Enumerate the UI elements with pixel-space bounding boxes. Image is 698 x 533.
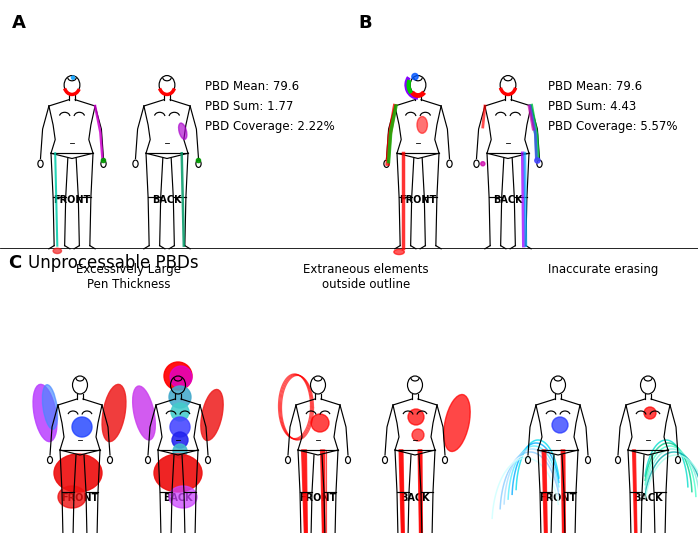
Circle shape (171, 403, 189, 421)
Text: BACK: BACK (152, 195, 181, 205)
Circle shape (311, 414, 329, 432)
Ellipse shape (154, 454, 202, 492)
Ellipse shape (43, 385, 58, 429)
Circle shape (72, 417, 92, 437)
Circle shape (412, 74, 418, 80)
Text: BACK: BACK (493, 195, 523, 205)
Circle shape (101, 158, 105, 163)
Text: FRONT: FRONT (299, 493, 336, 503)
Text: FRONT: FRONT (61, 493, 98, 503)
Text: BACK: BACK (400, 493, 430, 503)
Ellipse shape (102, 384, 126, 442)
Ellipse shape (58, 486, 86, 508)
Circle shape (71, 76, 75, 79)
Ellipse shape (54, 454, 102, 492)
Circle shape (408, 409, 424, 425)
Circle shape (170, 366, 192, 388)
Circle shape (535, 158, 540, 163)
Text: A: A (12, 14, 26, 32)
Circle shape (412, 429, 424, 441)
Ellipse shape (133, 386, 156, 440)
Circle shape (169, 386, 191, 408)
Circle shape (481, 161, 485, 166)
Text: BACK: BACK (163, 493, 193, 503)
Text: Unprocessable PBDs: Unprocessable PBDs (28, 254, 199, 272)
Circle shape (172, 432, 188, 448)
Text: B: B (358, 14, 371, 32)
Ellipse shape (417, 117, 427, 133)
Text: FRONT: FRONT (540, 493, 577, 503)
Ellipse shape (169, 486, 197, 508)
Text: PBD Mean: 79.6
PBD Sum: 1.77
PBD Coverage: 2.22%: PBD Mean: 79.6 PBD Sum: 1.77 PBD Coverag… (205, 80, 335, 133)
Circle shape (164, 362, 192, 390)
Ellipse shape (394, 249, 404, 255)
Ellipse shape (179, 123, 187, 139)
Text: FRONT: FRONT (53, 195, 91, 205)
Text: Inaccurate erasing: Inaccurate erasing (548, 263, 658, 276)
Circle shape (173, 444, 187, 458)
Text: FRONT: FRONT (399, 195, 437, 205)
Text: Excessively Large
Pen Thickness: Excessively Large Pen Thickness (77, 263, 181, 291)
Ellipse shape (444, 394, 470, 451)
Text: C: C (8, 254, 21, 272)
Ellipse shape (201, 390, 223, 440)
Text: BACK: BACK (633, 493, 663, 503)
Circle shape (170, 417, 190, 437)
Ellipse shape (33, 384, 57, 442)
Ellipse shape (53, 248, 61, 254)
Text: Extraneous elements
outside outline: Extraneous elements outside outline (303, 263, 429, 291)
Circle shape (552, 417, 568, 433)
Circle shape (196, 158, 200, 163)
Circle shape (644, 407, 656, 419)
Text: PBD Mean: 79.6
PBD Sum: 4.43
PBD Coverage: 5.57%: PBD Mean: 79.6 PBD Sum: 4.43 PBD Coverag… (548, 80, 678, 133)
